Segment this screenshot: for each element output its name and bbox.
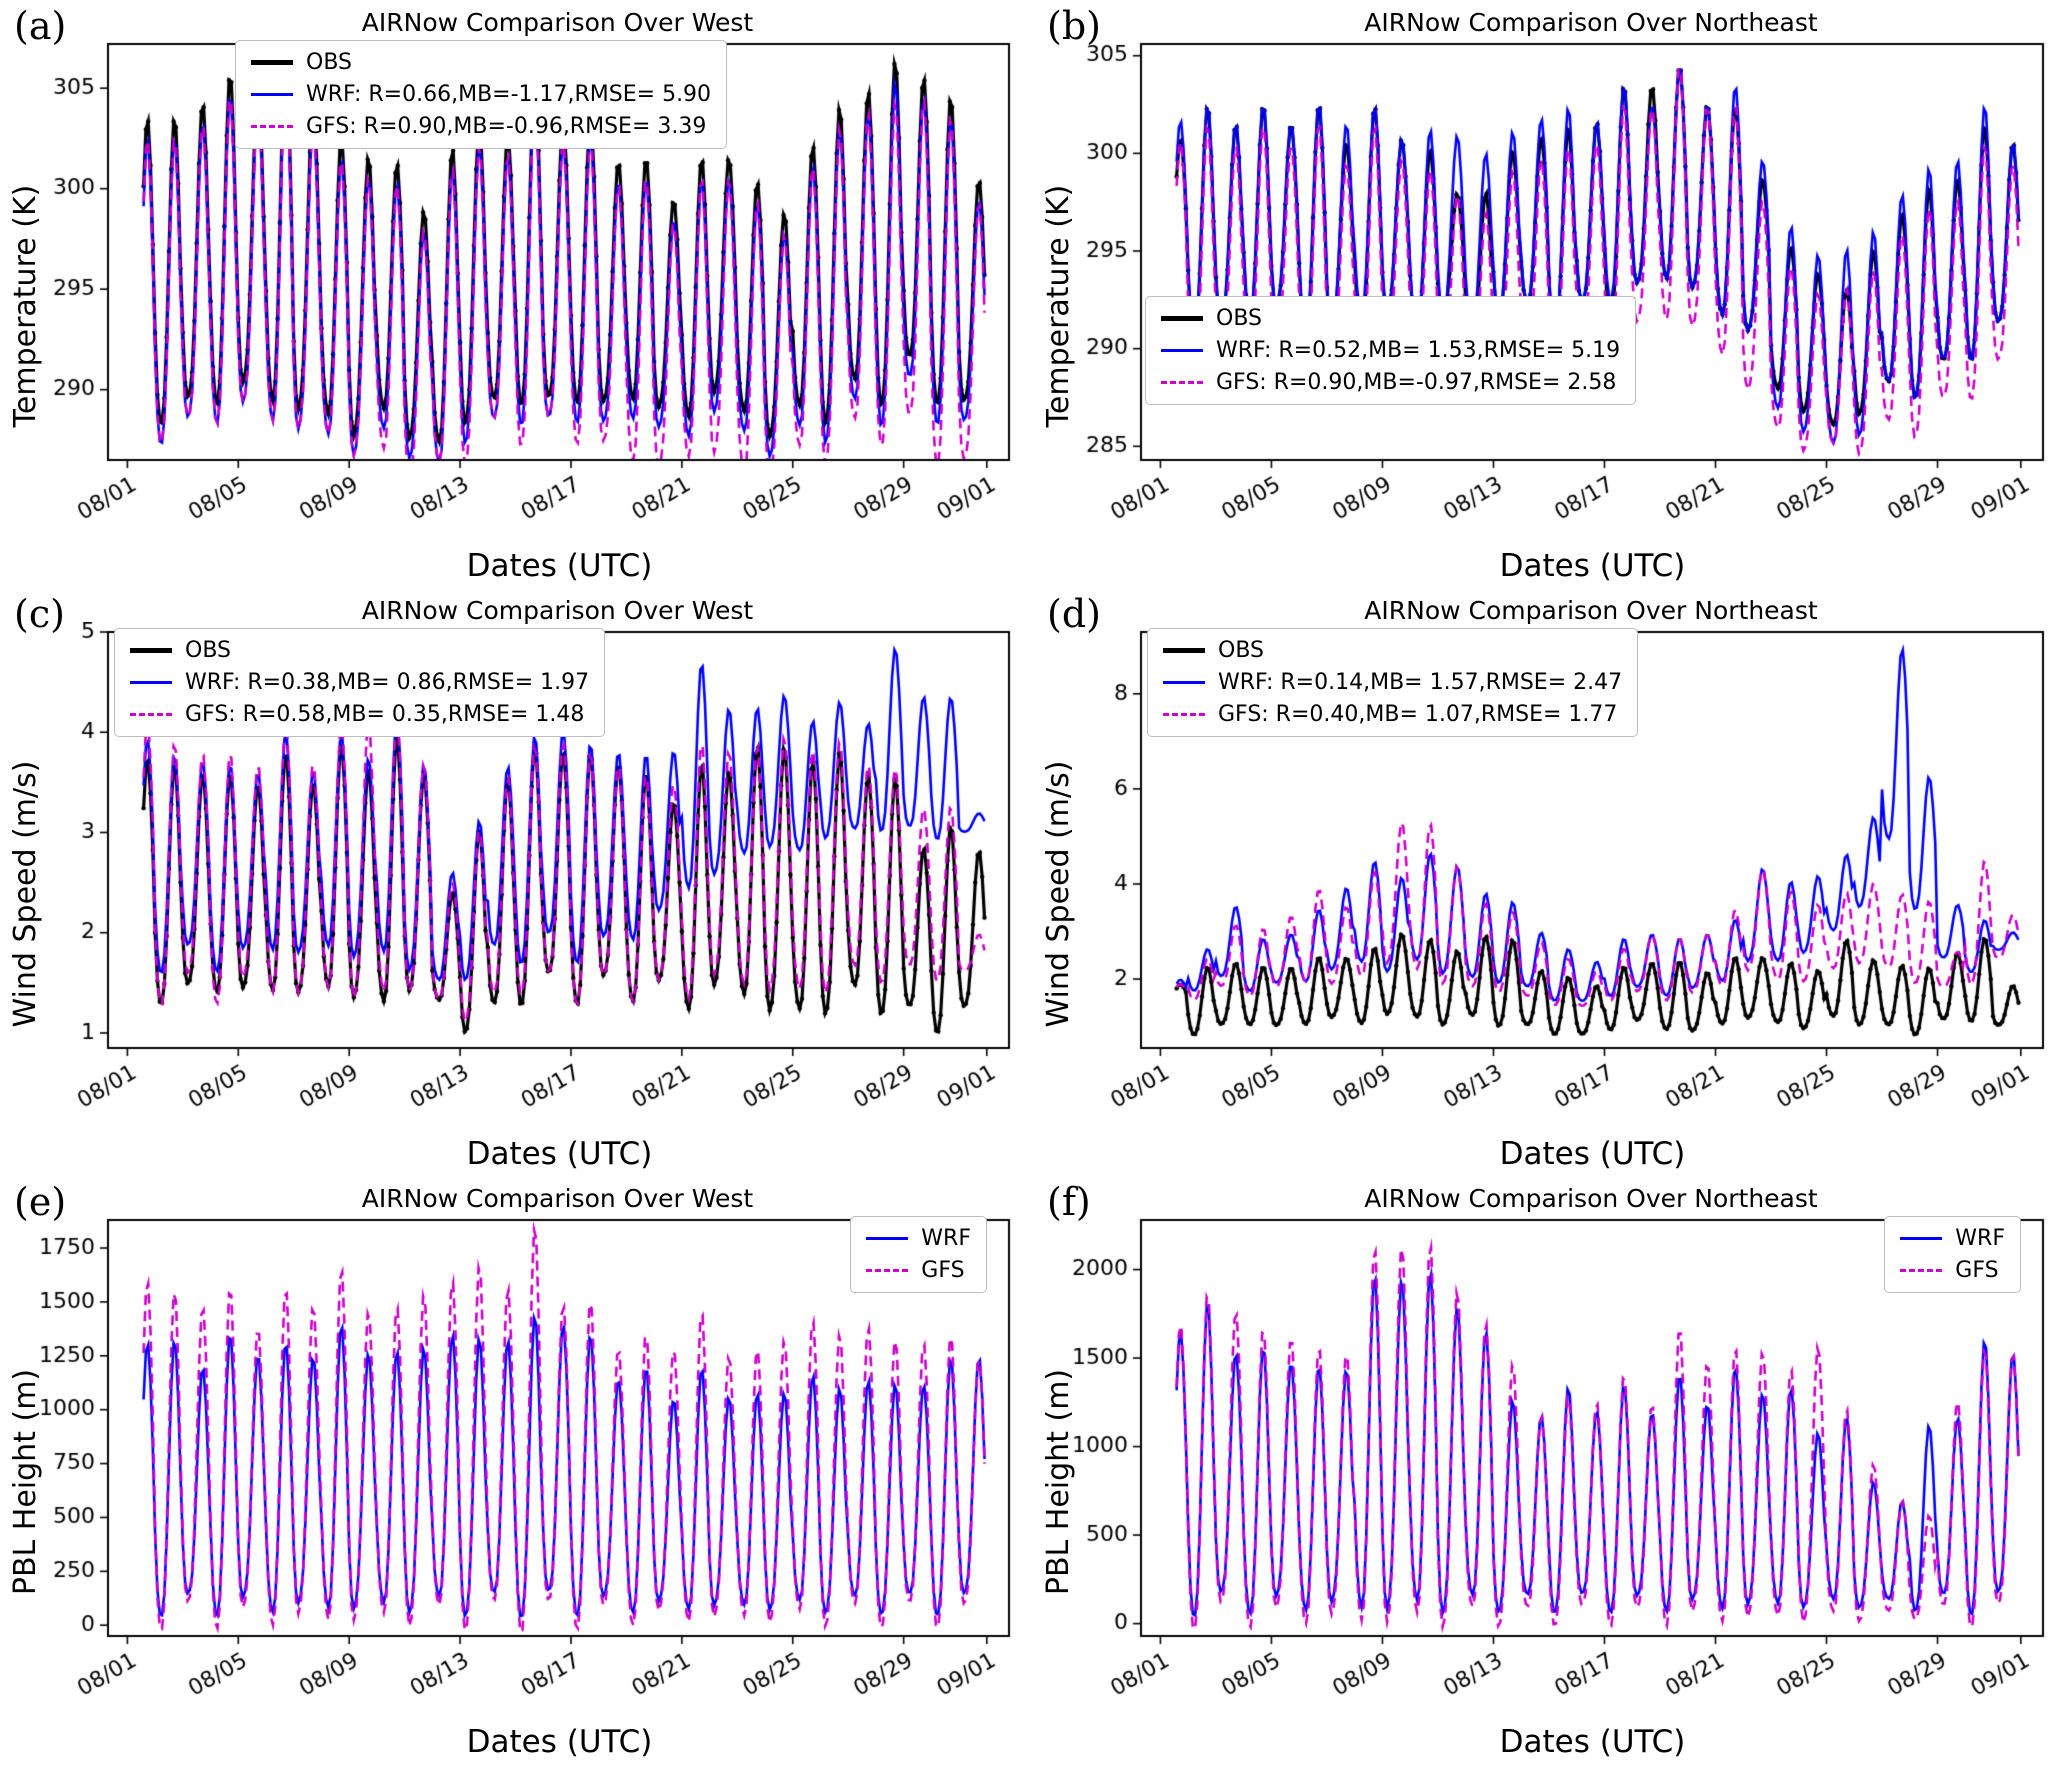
wrf-line-sample [1161, 349, 1203, 352]
legend: OBS WRF: R=0.66,MB=-1.17,RMSE= 5.90 GFS:… [235, 40, 728, 149]
x-axis-label: Dates (UTC) [466, 1136, 653, 1172]
chart-canvas [1033, 1210, 2067, 1724]
legend-entry-wrf: WRF [1900, 1226, 2005, 1251]
legend-entry-gfs: GFS [866, 1258, 971, 1283]
legend-entry-gfs: GFS: R=0.40,MB= 1.07,RMSE= 1.77 [1163, 702, 1622, 727]
legend-label-wrf: WRF [921, 1226, 971, 1251]
gfs-line-sample [130, 713, 172, 716]
legend-label-gfs: GFS: R=0.40,MB= 1.07,RMSE= 1.77 [1218, 702, 1618, 727]
legend-entry-gfs: GFS: R=0.90,MB=-0.97,RMSE= 2.58 [1161, 370, 1620, 395]
wrf-line-sample [130, 681, 172, 684]
wrf-line-sample [866, 1237, 909, 1240]
gfs-line-sample [251, 125, 293, 128]
x-axis-label: Dates (UTC) [1499, 548, 1686, 584]
chart-title: AIRNow Comparison Over Northeast [1364, 8, 1818, 37]
legend-entry-wrf: WRF [866, 1226, 971, 1251]
legend-label-wrf: WRF [1955, 1226, 2005, 1251]
legend-label-wrf: WRF: R=0.14,MB= 1.57,RMSE= 2.47 [1218, 670, 1623, 695]
legend-label-obs: OBS [1216, 306, 1262, 331]
panel-letter: (c) [14, 592, 65, 636]
obs-line-sample [1161, 316, 1203, 321]
panel-a: (a) AIRNow Comparison Over West Temperat… [0, 0, 1033, 588]
chart-canvas [0, 1210, 1033, 1724]
legend-entry-wrf: WRF: R=0.66,MB=-1.17,RMSE= 5.90 [251, 82, 711, 107]
panel-b: (b) AIRNow Comparison Over Northeast Tem… [1033, 0, 2067, 588]
chart-title: AIRNow Comparison Over Northeast [1364, 596, 1818, 625]
legend-entry-gfs: GFS: R=0.58,MB= 0.35,RMSE= 1.48 [130, 702, 589, 727]
obs-line-sample [251, 60, 293, 65]
x-axis-label: Dates (UTC) [466, 548, 653, 584]
gfs-line-sample [1163, 713, 1205, 716]
legend-entry-gfs: GFS: R=0.90,MB=-0.96,RMSE= 3.39 [251, 114, 711, 139]
legend-entry-wrf: WRF: R=0.38,MB= 0.86,RMSE= 1.97 [130, 670, 589, 695]
panel-letter: (a) [14, 4, 67, 48]
x-axis-label: Dates (UTC) [1499, 1724, 1686, 1760]
chart-title: AIRNow Comparison Over West [361, 1184, 754, 1213]
legend: WRF GFS [850, 1216, 987, 1293]
legend-label-wrf: WRF: R=0.38,MB= 0.86,RMSE= 1.97 [185, 670, 590, 695]
legend-label-gfs: GFS [921, 1258, 965, 1283]
chart-title: AIRNow Comparison Over Northeast [1364, 1184, 1818, 1213]
panel-letter: (b) [1047, 4, 1101, 48]
panel-letter: (f) [1047, 1180, 1091, 1224]
legend: OBS WRF: R=0.52,MB= 1.53,RMSE= 5.19 GFS:… [1145, 296, 1637, 405]
obs-line-sample [130, 648, 172, 653]
legend-label-wrf: WRF: R=0.52,MB= 1.53,RMSE= 5.19 [1216, 338, 1621, 363]
y-axis-label: Temperature (K) [8, 184, 43, 428]
panel-f: (f) AIRNow Comparison Over Northeast PBL… [1033, 1176, 2067, 1764]
legend: OBS WRF: R=0.38,MB= 0.86,RMSE= 1.97 GFS:… [114, 628, 606, 737]
chart-canvas [1033, 34, 2067, 548]
wrf-line-sample [251, 93, 293, 96]
panel-d: (d) AIRNow Comparison Over Northeast Win… [1033, 588, 2067, 1176]
x-axis-label: Dates (UTC) [1499, 1136, 1686, 1172]
legend-label-wrf: WRF: R=0.66,MB=-1.17,RMSE= 5.90 [306, 82, 712, 107]
y-axis-label: Wind Speed (m/s) [1041, 760, 1076, 1028]
legend: OBS WRF: R=0.14,MB= 1.57,RMSE= 2.47 GFS:… [1147, 628, 1639, 737]
x-axis-label: Dates (UTC) [466, 1724, 653, 1760]
panel-letter: (d) [1047, 592, 1101, 636]
legend-entry-wrf: WRF: R=0.52,MB= 1.53,RMSE= 5.19 [1161, 338, 1620, 363]
y-axis-label: Wind Speed (m/s) [8, 760, 43, 1028]
y-axis-label: PBL Height (m) [1041, 1368, 1076, 1595]
legend-entry-gfs: GFS [1900, 1258, 2005, 1283]
legend-entry-obs: OBS [1163, 638, 1622, 663]
legend-label-obs: OBS [1218, 638, 1264, 663]
legend-entry-obs: OBS [251, 50, 711, 75]
legend-label-gfs: GFS [1955, 1258, 1999, 1283]
legend-label-gfs: GFS: R=0.90,MB=-0.96,RMSE= 3.39 [306, 114, 707, 139]
y-axis-label: PBL Height (m) [8, 1368, 43, 1595]
gfs-line-sample [1900, 1269, 1943, 1272]
wrf-line-sample [1900, 1237, 1943, 1240]
obs-line-sample [1163, 648, 1205, 653]
legend-entry-obs: OBS [130, 638, 589, 663]
y-axis-label: Temperature (K) [1041, 184, 1076, 428]
legend-label-gfs: GFS: R=0.90,MB=-0.97,RMSE= 2.58 [1216, 370, 1617, 395]
legend-entry-wrf: WRF: R=0.14,MB= 1.57,RMSE= 2.47 [1163, 670, 1622, 695]
legend-label-obs: OBS [185, 638, 231, 663]
panel-c: (c) AIRNow Comparison Over West Wind Spe… [0, 588, 1033, 1176]
legend-entry-obs: OBS [1161, 306, 1620, 331]
legend-label-obs: OBS [306, 50, 352, 75]
wrf-line-sample [1163, 681, 1205, 684]
panel-e: (e) AIRNow Comparison Over West PBL Heig… [0, 1176, 1033, 1764]
legend: WRF GFS [1884, 1216, 2021, 1293]
chart-title: AIRNow Comparison Over West [361, 596, 754, 625]
chart-title: AIRNow Comparison Over West [361, 8, 754, 37]
panel-letter: (e) [14, 1180, 67, 1224]
gfs-line-sample [1161, 381, 1203, 384]
legend-label-gfs: GFS: R=0.58,MB= 0.35,RMSE= 1.48 [185, 702, 585, 727]
gfs-line-sample [866, 1269, 909, 1272]
